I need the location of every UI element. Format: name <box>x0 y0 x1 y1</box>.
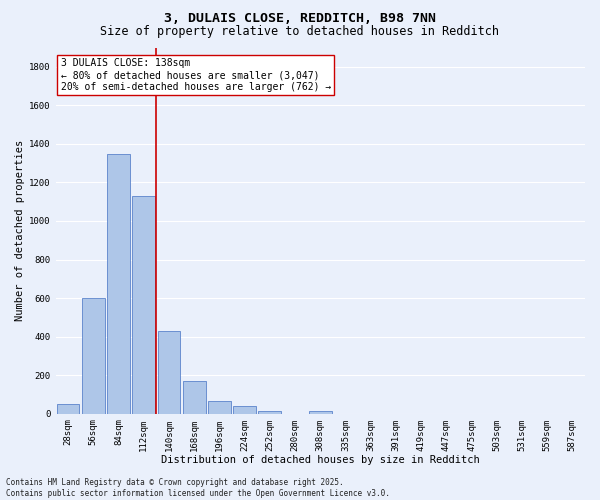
X-axis label: Distribution of detached houses by size in Redditch: Distribution of detached houses by size … <box>161 455 479 465</box>
Text: Contains HM Land Registry data © Crown copyright and database right 2025.
Contai: Contains HM Land Registry data © Crown c… <box>6 478 390 498</box>
Bar <box>133 196 155 414</box>
Bar <box>309 411 332 414</box>
Bar <box>158 331 181 413</box>
Text: Size of property relative to detached houses in Redditch: Size of property relative to detached ho… <box>101 25 499 38</box>
Bar <box>208 401 231 413</box>
Bar <box>57 404 79 413</box>
Bar <box>82 298 104 414</box>
Bar <box>259 411 281 414</box>
Bar <box>233 406 256 414</box>
Text: 3 DULAIS CLOSE: 138sqm
← 80% of detached houses are smaller (3,047)
20% of semi-: 3 DULAIS CLOSE: 138sqm ← 80% of detached… <box>61 58 331 92</box>
Text: 3, DULAIS CLOSE, REDDITCH, B98 7NN: 3, DULAIS CLOSE, REDDITCH, B98 7NN <box>164 12 436 26</box>
Bar <box>107 154 130 414</box>
Y-axis label: Number of detached properties: Number of detached properties <box>15 140 25 321</box>
Bar <box>183 381 206 414</box>
